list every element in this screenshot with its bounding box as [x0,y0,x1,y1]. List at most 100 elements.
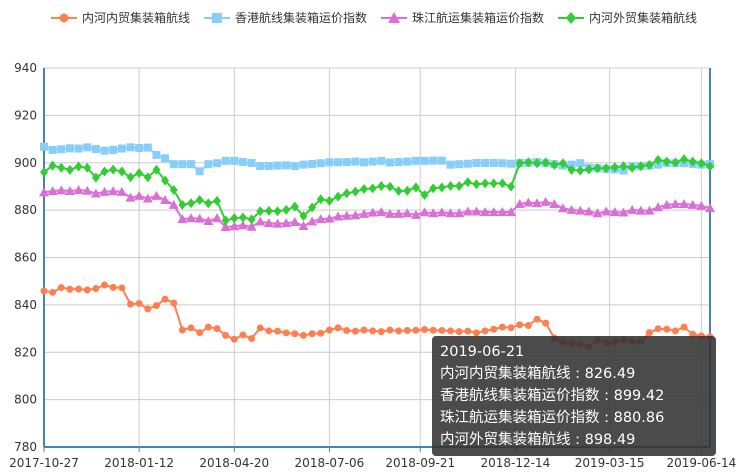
legend-label: 香港航线集装箱运价指数 [234,11,367,25]
legend-item-3[interactable]: 内河外贸集装箱航线 [558,9,697,26]
data-point [108,186,119,196]
data-point [298,220,309,230]
data-point [177,214,188,224]
data-point [480,207,491,217]
data-point [204,160,213,169]
data-point [654,154,663,165]
data-point [403,185,412,196]
data-point [117,166,126,177]
data-point [255,216,266,226]
data-point [661,199,672,209]
data-point [74,144,83,153]
data-point [369,327,377,335]
legend-item-1[interactable]: 香港航线集装箱运价指数 [203,9,367,26]
data-point [429,156,438,165]
data-point [481,158,490,167]
data-point [222,331,230,339]
data-point [109,164,118,175]
data-point [497,207,508,217]
data-point [325,326,333,334]
data-point [143,172,152,183]
data-point [541,157,550,168]
data-point [194,213,205,223]
data-point [289,216,300,226]
data-point [412,326,420,334]
data-point [299,160,308,169]
data-point [316,159,325,168]
data-point [609,207,620,217]
data-point [230,156,239,165]
data-point [211,213,222,223]
data-point [168,199,179,209]
data-point [100,166,109,177]
data-point [576,165,585,176]
data-point [576,159,585,168]
data-point [376,207,387,217]
data-point [238,212,247,223]
data-point [203,216,214,226]
data-point [91,145,100,154]
data-point [593,163,602,174]
data-point [282,161,291,170]
data-point [670,198,681,208]
data-point [507,181,516,192]
y-tick-label: 940 [14,61,37,75]
data-point [645,159,654,170]
x-tick-label: 2018-04-20 [199,456,269,470]
data-point [126,143,135,152]
data-point [57,162,66,173]
data-point [178,199,187,210]
y-tick-label: 880 [14,203,37,217]
data-point [144,305,152,313]
data-point [341,210,352,220]
data-point [256,324,264,332]
data-point [636,161,645,172]
data-point [550,159,559,170]
data-point [221,156,230,165]
data-point [481,327,489,335]
data-point [316,194,325,205]
data-point [411,182,420,193]
data-point [116,186,127,196]
data-point [653,202,664,212]
y-tick-label: 860 [14,251,37,265]
data-point [583,206,594,216]
data-point [135,299,143,307]
data-point [498,323,506,331]
data-point [436,207,447,217]
data-point [48,160,57,171]
data-point [57,284,65,292]
data-point [567,164,576,175]
data-point [533,158,542,169]
data-point [628,162,637,173]
x-tick-label: 2019-03-15 [575,456,645,470]
data-point [403,326,411,334]
data-point [74,161,83,172]
data-point [299,331,307,339]
data-point [196,329,204,337]
legend-item-2[interactable]: 珠江航运集装箱运价指数 [381,9,544,26]
data-point [282,329,290,337]
data-point [151,190,162,200]
data-point [324,213,335,223]
data-point [679,198,690,208]
data-point [429,183,438,194]
data-point [619,161,628,172]
data-point [464,327,472,335]
data-point [195,194,204,205]
data-point [75,285,83,293]
legend-item-0[interactable]: 内河内贸集装箱航线 [50,9,190,26]
x-tick-label: 2018-12-14 [481,456,551,470]
data-point [237,220,248,230]
tooltip-date: 2019-06-21 [440,344,525,360]
data-point [39,187,49,197]
data-point [523,197,534,207]
legend: 内河内贸集装箱航线 香港航线集装箱运价指数 珠江航运集装箱运价指数 内河外贸集装… [0,9,748,26]
data-point [64,185,75,195]
data-point [368,157,377,166]
data-point [402,208,413,218]
data-point [264,205,273,216]
data-point [385,181,394,192]
data-point [498,178,507,189]
